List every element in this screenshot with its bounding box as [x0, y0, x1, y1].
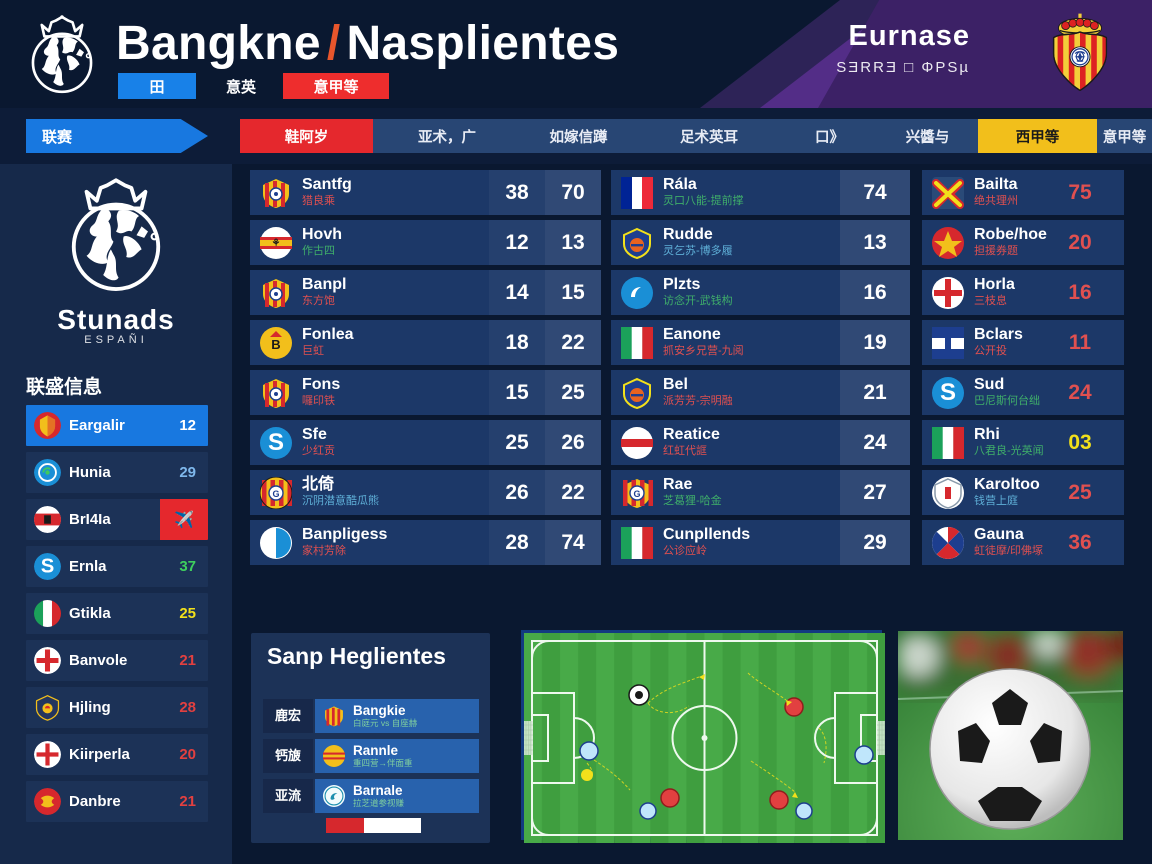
svg-text:G: G [633, 489, 640, 499]
svg-text:S: S [41, 555, 55, 577]
svg-text:G: G [272, 489, 279, 499]
svg-text:S: S [940, 379, 956, 406]
svg-text:S: S [268, 429, 284, 456]
svg-text:B: B [271, 337, 280, 352]
svg-text:⚘: ⚘ [272, 238, 281, 249]
